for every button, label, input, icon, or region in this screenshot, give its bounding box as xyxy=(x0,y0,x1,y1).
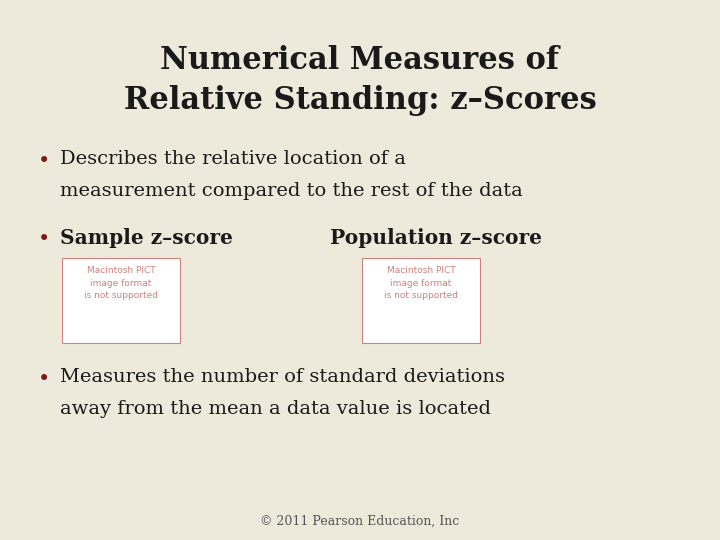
Text: Describes the relative location of a: Describes the relative location of a xyxy=(60,150,406,168)
Text: Macintosh PICT
image format
is not supported: Macintosh PICT image format is not suppo… xyxy=(384,266,458,300)
Text: Sample z–score: Sample z–score xyxy=(60,228,233,248)
Text: •: • xyxy=(38,370,50,389)
Text: measurement compared to the rest of the data: measurement compared to the rest of the … xyxy=(60,182,523,200)
Text: Macintosh PICT
image format
is not supported: Macintosh PICT image format is not suppo… xyxy=(84,266,158,300)
Text: Measures the number of standard deviations: Measures the number of standard deviatio… xyxy=(60,368,505,386)
Text: •: • xyxy=(38,152,50,171)
FancyBboxPatch shape xyxy=(62,258,180,343)
Text: Population z–score: Population z–score xyxy=(330,228,542,248)
Text: Relative Standing: z–Scores: Relative Standing: z–Scores xyxy=(124,85,596,116)
Text: •: • xyxy=(38,230,50,249)
Text: Numerical Measures of: Numerical Measures of xyxy=(161,45,559,76)
Text: © 2011 Pearson Education, Inc: © 2011 Pearson Education, Inc xyxy=(261,515,459,528)
Text: away from the mean a data value is located: away from the mean a data value is locat… xyxy=(60,400,491,418)
FancyBboxPatch shape xyxy=(362,258,480,343)
